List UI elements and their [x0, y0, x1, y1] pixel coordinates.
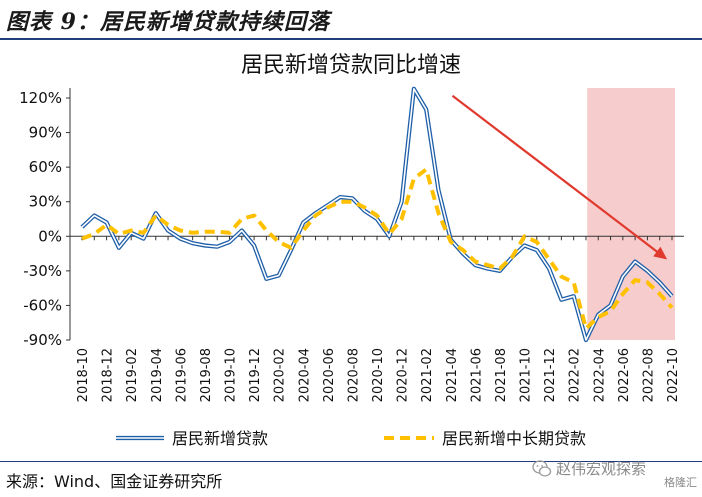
x-tick-label: 2020-04 [297, 348, 312, 402]
series-line-dashed [81, 167, 674, 331]
watermark: 赵伟宏观探索 [556, 460, 647, 478]
x-tick-label: 2021-10 [519, 348, 534, 402]
x-tick-label: 2019-06 [174, 348, 189, 402]
x-tick-label: 2020-02 [273, 348, 288, 402]
chart-title: 居民新增贷款同比增速 [241, 53, 461, 78]
figure-header: 图表 9：居民新增贷款持续回落 [0, 0, 702, 38]
x-tick-label: 2019-10 [224, 348, 239, 402]
y-tick-label: 0% [38, 227, 62, 245]
legend-label-long-term: 居民新增中长期贷款 [442, 429, 586, 448]
x-tick-label: 2021-04 [445, 348, 460, 402]
figure-title: 图表 9：居民新增贷款持续回落 [6, 9, 330, 35]
series-line-inner [81, 87, 673, 341]
legend: 居民新增贷款 居民新增中长期贷款 [116, 429, 586, 448]
x-tick-label: 2022-04 [592, 348, 607, 402]
x-tick-label: 2021-12 [543, 348, 558, 402]
x-tick-label: 2021-02 [420, 348, 435, 402]
wechat-icon [532, 460, 552, 477]
y-tick-label: 120% [19, 89, 62, 107]
x-tick-label: 2022-06 [617, 348, 632, 402]
x-tick-label: 2020-06 [322, 348, 337, 402]
line-chart: 120% 90% 60% 30% 0% -30% -60% -90% 2018-10 2018-1… [19, 53, 684, 448]
x-tick-label: 2022-02 [568, 348, 583, 402]
header-rule [0, 38, 702, 40]
x-tick-label: 2021-08 [494, 348, 509, 402]
x-tick-label: 2019-02 [125, 348, 140, 402]
x-tick-label: 2018-12 [101, 348, 116, 402]
x-tick-label: 2022-10 [666, 348, 681, 402]
y-tick-label: -30% [23, 262, 62, 280]
x-tick-label: 2019-08 [199, 348, 214, 402]
y-tick-label: -90% [23, 331, 62, 349]
x-tick-label: 2020-12 [396, 348, 411, 402]
trend-arrow-head [653, 246, 668, 260]
legend-label-residential: 居民新增贷款 [172, 429, 268, 448]
y-tick-label: -60% [23, 296, 62, 314]
x-tick-label: 2019-04 [150, 348, 165, 402]
x-tick-label: 2022-08 [641, 348, 656, 402]
x-tick-label: 2019-12 [248, 348, 263, 402]
x-tick-label: 2018-10 [76, 348, 91, 402]
source-note: 来源：Wind、国金证券研究所 [6, 472, 223, 491]
logo-text: 格隆汇 [664, 476, 697, 489]
y-tick-label: 90% [29, 124, 62, 142]
y-tick-label: 60% [29, 158, 62, 176]
footer-rule [0, 461, 702, 462]
x-tick-label: 2020-10 [371, 348, 386, 402]
trend-arrow-line [451, 94, 665, 258]
axes-layer: 120% 90% 60% 30% 0% -30% -60% -90% 2018-10 2018-1… [19, 88, 684, 402]
series-layer [80, 86, 674, 343]
x-tick-label: 2021-06 [469, 348, 484, 402]
highlight-band [587, 88, 675, 340]
arrow-layer [451, 94, 668, 260]
highlight-band-layer [587, 88, 675, 340]
y-tick-label: 30% [29, 193, 62, 211]
x-tick-label: 2020-08 [346, 348, 361, 402]
